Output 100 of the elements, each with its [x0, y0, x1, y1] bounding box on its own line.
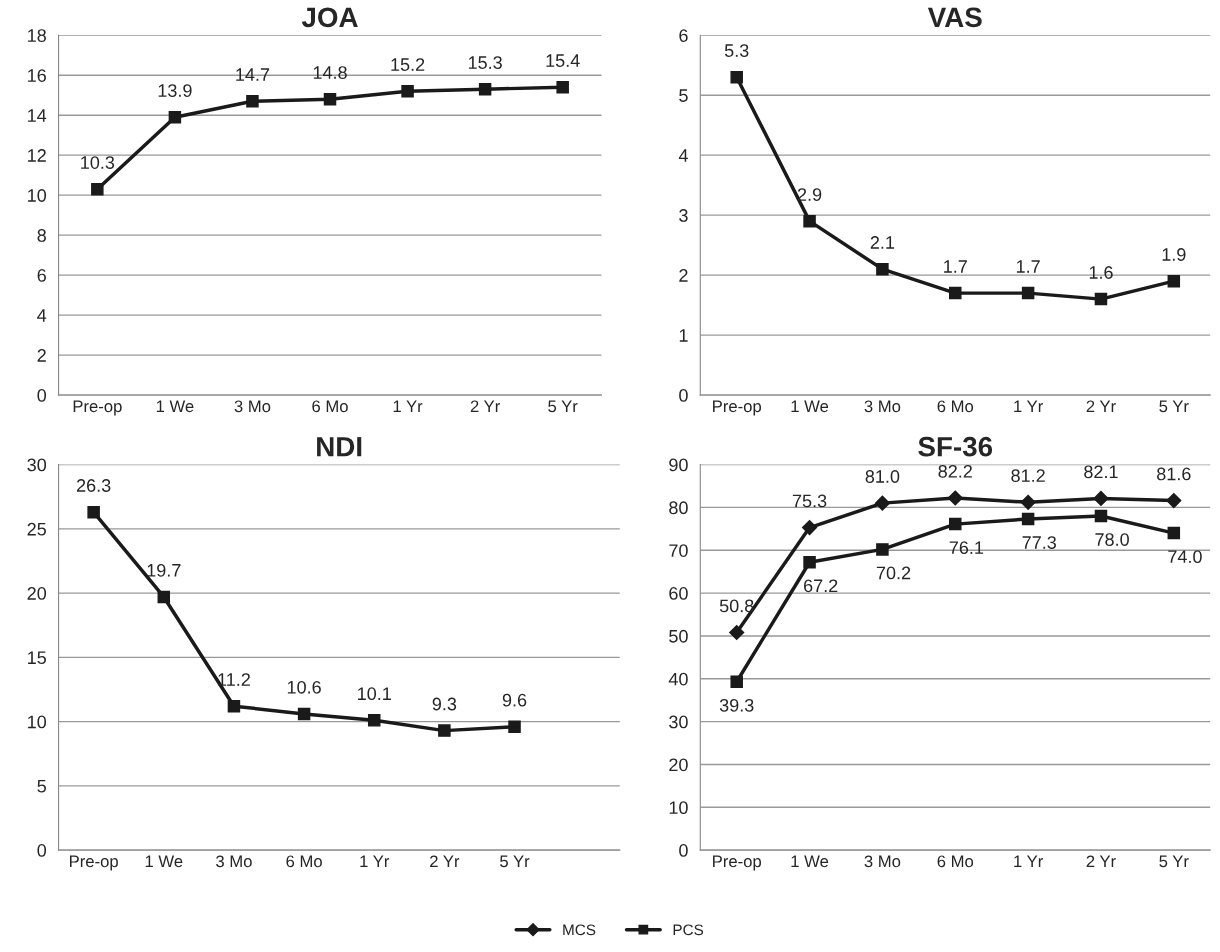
data-label: 26.3: [76, 479, 111, 492]
x-tick-label: 3 Mo: [864, 855, 901, 868]
x-tick-label: 2 Yr: [430, 855, 460, 868]
x-tick-label: 2 Yr: [470, 400, 500, 413]
y-tick-label: 4: [37, 309, 47, 322]
y-tick-label: 6: [37, 269, 46, 282]
legend-label: MCS: [563, 924, 596, 936]
data-label: 67.2: [804, 579, 838, 593]
x-tick-label: 5 Yr: [1159, 855, 1189, 868]
y-tick-label: 2: [37, 349, 46, 362]
x-tick-label: 6 Mo: [312, 400, 348, 413]
point: [803, 214, 816, 228]
data-label: 9.3: [432, 697, 457, 711]
data-label: 2.9: [797, 188, 822, 201]
data-label: 82.2: [938, 464, 972, 478]
y-tick-label: 2: [679, 269, 688, 282]
y-tick-label: 20: [27, 587, 47, 600]
x-tick-label: 6 Mo: [937, 400, 974, 413]
data-label: 77.3: [1022, 536, 1056, 549]
data-label: 76.1: [949, 541, 984, 555]
data-label: 15.4: [546, 54, 580, 67]
y-tick-label: 0: [37, 844, 47, 857]
point: [1094, 292, 1108, 306]
point: [1167, 274, 1181, 288]
point: [730, 675, 743, 689]
data-label: 14.8: [313, 66, 347, 79]
data-label: 39.3: [719, 698, 754, 712]
y-tick-label: 3: [679, 209, 688, 222]
data-label: 1.6: [1089, 266, 1113, 279]
point: [1021, 286, 1035, 300]
x-tick-label: Pre-op: [713, 855, 762, 871]
data-label: 81.0: [865, 470, 900, 483]
data-label: 70.2: [876, 566, 911, 580]
data-label: 14.7: [236, 68, 270, 81]
chart-title: VAS: [927, 7, 982, 28]
x-tick-label: 6 Mo: [286, 855, 322, 868]
y-tick-label: 8: [37, 229, 46, 242]
data-label: 11.2: [218, 673, 250, 686]
y-tick-label: 20: [669, 758, 688, 772]
point: [801, 519, 818, 536]
x-tick-label: 1 We: [791, 855, 829, 868]
chart-title: SF-36: [918, 436, 993, 457]
point: [949, 286, 962, 300]
data-label: 81.2: [1011, 469, 1045, 483]
x-tick-label: 6 Mo: [937, 855, 974, 868]
x-tick-label: 1 We: [145, 855, 183, 868]
data-label: 1.7: [1016, 260, 1040, 273]
y-tick-label: 12: [28, 149, 46, 162]
x-tick-label: 3 Mo: [216, 855, 252, 868]
point: [730, 70, 743, 84]
y-tick-label: 90: [669, 458, 688, 472]
point: [227, 699, 241, 713]
y-tick-label: 60: [669, 587, 688, 600]
data-label: 82.1: [1084, 465, 1118, 479]
point: [1094, 509, 1108, 523]
data-label: 74.0: [1168, 550, 1202, 564]
point: [438, 724, 451, 737]
data-label: 13.9: [158, 84, 192, 97]
data-label: 2.1: [870, 236, 895, 249]
y-tick-label: 5: [679, 89, 688, 102]
point: [87, 505, 100, 519]
y-tick-label: 14: [28, 109, 47, 122]
point: [949, 517, 962, 531]
point: [729, 624, 745, 641]
x-tick-label: 1 Yr: [360, 855, 390, 868]
y-tick-label: 30: [27, 458, 47, 472]
y-tick-label: 70: [669, 544, 688, 557]
point: [1020, 494, 1036, 510]
point: [246, 94, 259, 108]
point: [876, 543, 889, 556]
y-tick-label: 40: [668, 672, 688, 686]
y-tick-label: 15: [28, 651, 46, 665]
point: [367, 714, 381, 727]
point: [1093, 490, 1109, 506]
x-tick-label: 1 Yr: [393, 400, 423, 413]
chart-title: JOA: [301, 7, 358, 28]
chart-title: NDI: [317, 437, 362, 457]
y-tick-label: 1: [679, 329, 688, 342]
point: [1166, 492, 1182, 509]
y-tick-label: 10: [28, 189, 47, 202]
y-tick-label: 0: [679, 389, 688, 402]
x-tick-label: Pre-op: [69, 855, 118, 871]
y-tick-label: 10: [669, 801, 688, 815]
data-label: 78.0: [1095, 533, 1129, 546]
point: [556, 80, 569, 94]
y-tick-label: 6: [679, 29, 688, 42]
data-label: 1.7: [944, 260, 967, 273]
x-tick-label: 1 Yr: [1014, 400, 1043, 413]
x-tick-label: 5 Yr: [548, 400, 578, 413]
point: [876, 262, 889, 276]
y-tick-label: 25: [27, 522, 46, 536]
y-tick-label: 16: [28, 69, 46, 82]
x-tick-label: 5 Yr: [500, 855, 530, 868]
point: [323, 92, 337, 106]
x-tick-label: 5 Yr: [1159, 400, 1189, 413]
x-tick-label: Pre-op: [713, 400, 762, 416]
data-label: 1.9: [1162, 248, 1186, 261]
data-label: 9.6: [502, 693, 527, 707]
x-tick-label: 3 Mo: [234, 400, 271, 413]
y-tick-label: 4: [678, 149, 688, 162]
